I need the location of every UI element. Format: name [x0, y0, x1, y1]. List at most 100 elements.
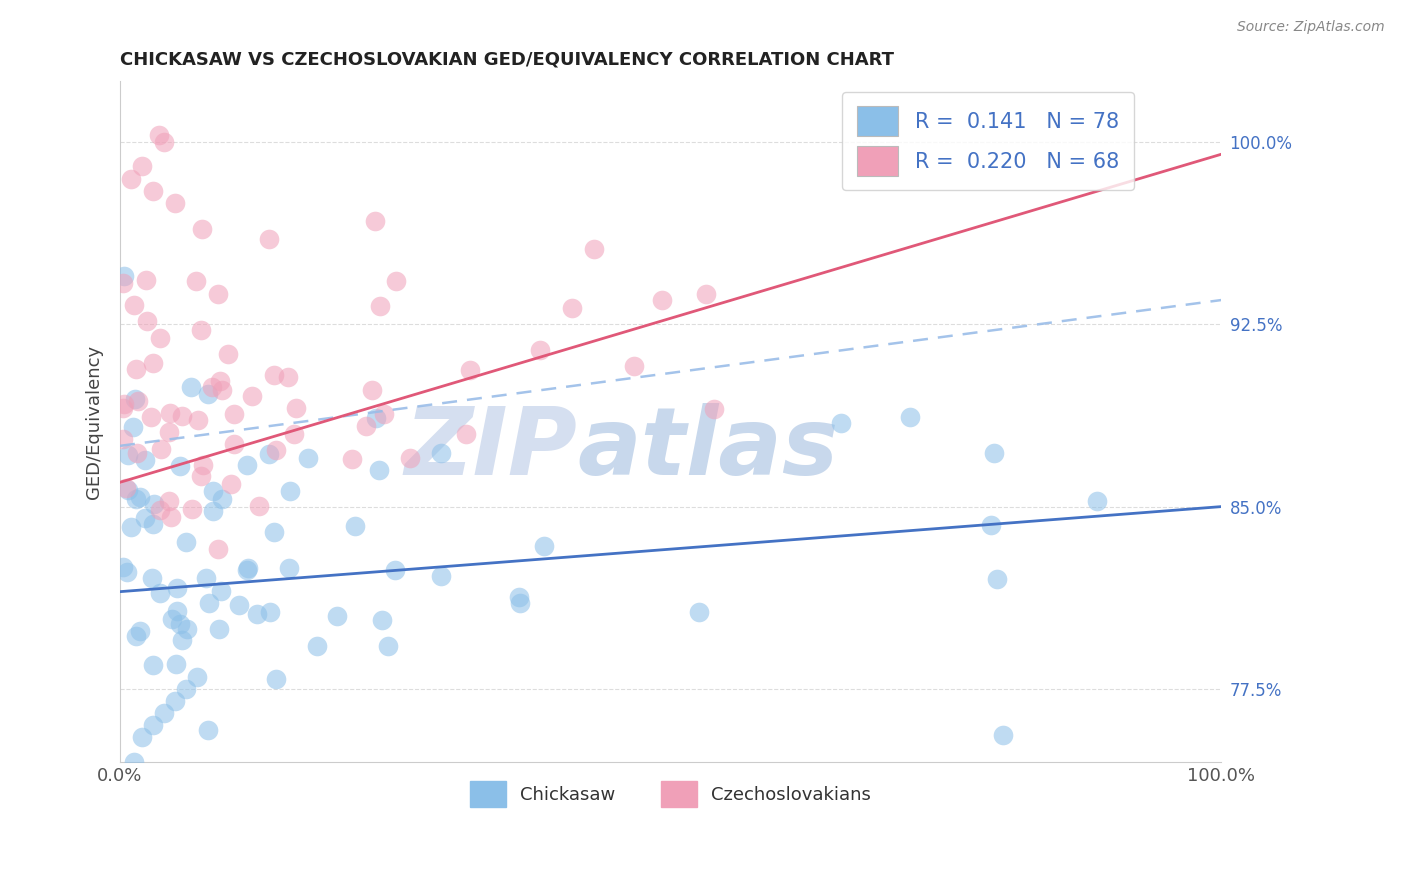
Point: [983, 446, 1005, 460]
Point: [127, 393, 149, 408]
Point: [112, 401, 135, 416]
Point: [340, 452, 363, 467]
Point: [160, 509, 183, 524]
Point: [429, 569, 451, 583]
Point: [122, 755, 145, 769]
Point: [190, 322, 212, 336]
Point: [180, 380, 202, 394]
Point: [143, 497, 166, 511]
Point: [264, 672, 287, 686]
Point: [371, 613, 394, 627]
Point: [201, 380, 224, 394]
Point: [695, 286, 717, 301]
Point: [830, 416, 852, 430]
Point: [280, 483, 302, 498]
Point: [142, 718, 165, 732]
Point: [142, 184, 165, 198]
Point: [149, 331, 172, 345]
Point: [221, 477, 243, 491]
Point: [125, 491, 148, 506]
Point: [174, 681, 197, 696]
Point: [125, 362, 148, 376]
Point: [217, 347, 239, 361]
Point: [356, 419, 378, 434]
Point: [172, 633, 194, 648]
Point: [166, 604, 188, 618]
Point: [377, 639, 399, 653]
Point: [186, 670, 208, 684]
Point: [135, 273, 157, 287]
Point: [202, 483, 225, 498]
Point: [398, 450, 420, 465]
Point: [197, 723, 219, 738]
Point: [122, 419, 145, 434]
Point: [623, 359, 645, 373]
Point: [297, 450, 319, 465]
Point: [184, 274, 207, 288]
Point: [278, 561, 301, 575]
Point: [190, 468, 212, 483]
Point: [149, 586, 172, 600]
Point: [373, 407, 395, 421]
Point: [181, 501, 204, 516]
Point: [115, 565, 138, 579]
Legend: Chickasaw, Czechoslovakians: Chickasaw, Czechoslovakians: [463, 774, 879, 814]
Point: [131, 160, 153, 174]
Point: [458, 363, 481, 377]
Point: [197, 387, 219, 401]
Y-axis label: GED/Equivalency: GED/Equivalency: [86, 344, 103, 499]
Text: CHICKASAW VS CZECHOSLOVAKIAN GED/EQUIVALENCY CORRELATION CHART: CHICKASAW VS CZECHOSLOVAKIAN GED/EQUIVAL…: [120, 51, 894, 69]
Point: [191, 458, 214, 473]
Point: [257, 232, 280, 246]
Point: [259, 605, 281, 619]
Point: [263, 524, 285, 539]
Point: [131, 731, 153, 745]
Point: [169, 616, 191, 631]
Point: [153, 706, 176, 721]
Point: [307, 639, 329, 653]
Point: [125, 445, 148, 459]
Point: [142, 356, 165, 370]
Point: [112, 268, 135, 283]
Point: [284, 401, 307, 416]
Point: [207, 287, 229, 301]
Point: [172, 409, 194, 423]
Point: [224, 407, 246, 421]
Point: [900, 409, 922, 424]
Point: [384, 274, 406, 288]
Point: [129, 624, 152, 638]
Point: [703, 402, 725, 417]
Point: [368, 463, 391, 477]
Point: [187, 413, 209, 427]
Point: [124, 392, 146, 407]
Point: [122, 298, 145, 312]
Point: [207, 542, 229, 557]
Text: ZIP: ZIP: [404, 403, 576, 495]
Point: [283, 426, 305, 441]
Point: [139, 410, 162, 425]
Point: [165, 657, 187, 672]
Point: [247, 500, 270, 514]
Point: [117, 483, 139, 497]
Point: [166, 581, 188, 595]
Point: [993, 728, 1015, 742]
Text: atlas: atlas: [576, 403, 838, 495]
Point: [236, 458, 259, 472]
Point: [163, 195, 186, 210]
Point: [112, 276, 135, 290]
Point: [456, 426, 478, 441]
Point: [368, 299, 391, 313]
Point: [236, 563, 259, 577]
Point: [125, 629, 148, 643]
Point: [228, 599, 250, 613]
Point: [153, 135, 176, 149]
Point: [112, 433, 135, 447]
Point: [135, 314, 157, 328]
Point: [198, 596, 221, 610]
Point: [174, 534, 197, 549]
Point: [986, 572, 1008, 586]
Point: [222, 437, 245, 451]
Point: [148, 128, 170, 142]
Point: [240, 389, 263, 403]
Point: [159, 405, 181, 419]
